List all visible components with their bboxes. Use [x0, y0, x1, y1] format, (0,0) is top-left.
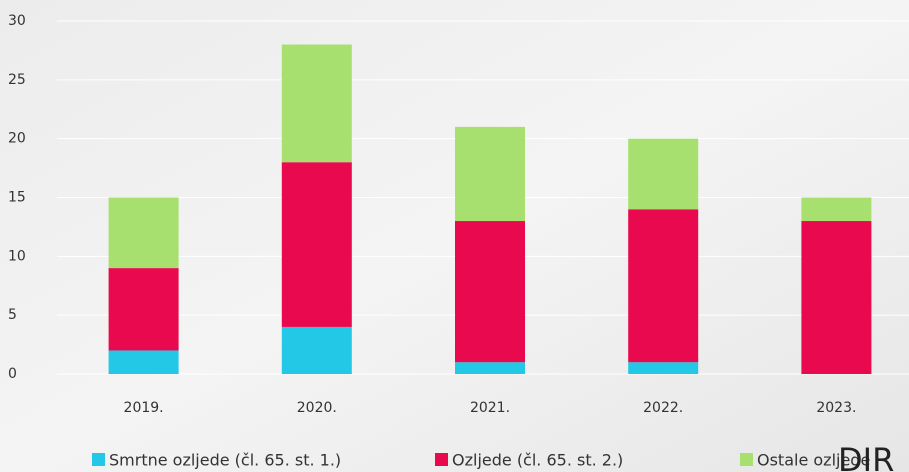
bar-segment — [108, 197, 179, 269]
legend-label: Ostale ozljede — [757, 451, 870, 470]
y-tick-label: 0 — [8, 366, 17, 382]
y-tick-label: 20 — [8, 131, 26, 147]
y-tick-label: 15 — [8, 190, 26, 206]
annotation: DIR — [838, 441, 894, 472]
y-tick-label: 25 — [8, 72, 26, 88]
bar-segment — [801, 197, 872, 222]
x-tick-label: 2023. — [816, 400, 856, 416]
legend-swatch — [435, 453, 448, 466]
bar-segment — [628, 138, 699, 210]
legend-swatch — [740, 453, 753, 466]
x-tick-label: 2020. — [297, 400, 337, 416]
y-tick-label: 30 — [8, 13, 26, 29]
bar-segment — [455, 126, 525, 222]
bar-segment — [455, 362, 525, 374]
bar-segment — [628, 209, 699, 363]
y-tick-label: 10 — [8, 248, 26, 264]
x-tick-label: 2019. — [124, 400, 164, 416]
bar-segment — [801, 221, 872, 374]
y-tick-label: 5 — [8, 307, 17, 323]
bar-segment — [628, 362, 699, 374]
bar-segment — [281, 326, 352, 374]
x-tick-label: 2021. — [470, 400, 510, 416]
bar-segment — [281, 44, 352, 163]
bar-segment — [455, 221, 525, 363]
bar-segment — [108, 350, 179, 374]
legend-swatch — [92, 453, 105, 466]
legend-label: Smrtne ozljede (čl. 65. st. 1.) — [109, 451, 341, 470]
legend-label: Ozljede (čl. 65. st. 2.) — [452, 451, 623, 470]
x-tick-label: 2022. — [643, 400, 683, 416]
bar-segment — [108, 268, 179, 351]
bar-segment — [281, 162, 352, 327]
